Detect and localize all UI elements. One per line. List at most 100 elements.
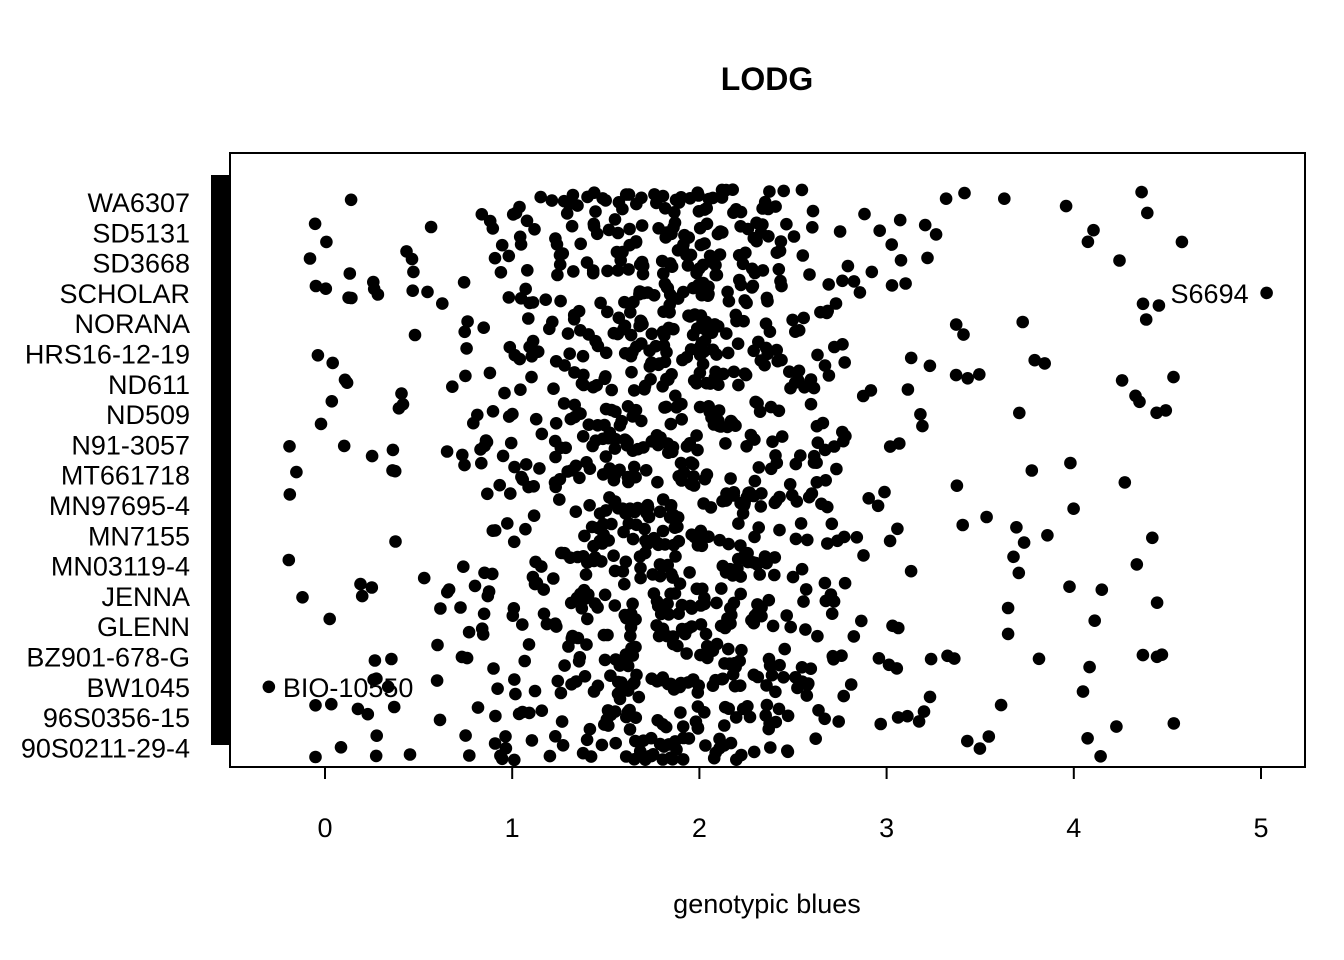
data-point xyxy=(732,378,745,392)
data-point xyxy=(699,315,713,329)
data-point xyxy=(499,730,512,743)
data-point xyxy=(632,690,646,704)
data-point xyxy=(431,638,444,652)
data-point xyxy=(624,349,638,363)
data-point xyxy=(521,264,534,277)
data-point xyxy=(797,595,810,608)
data-point xyxy=(519,282,532,296)
data-point xyxy=(734,587,747,601)
data-point xyxy=(747,745,761,759)
data-point xyxy=(337,439,351,453)
data-point xyxy=(623,723,637,736)
y-tick-label: GLENN xyxy=(97,612,190,642)
data-point xyxy=(591,419,604,432)
data-point xyxy=(973,742,987,755)
data-point xyxy=(569,459,583,473)
data-point xyxy=(772,404,786,418)
data-point xyxy=(430,674,444,687)
y-tick-label: JENNA xyxy=(101,582,190,612)
data-point xyxy=(602,719,615,732)
data-point xyxy=(949,368,963,382)
data-point xyxy=(553,473,567,486)
data-point xyxy=(1136,648,1150,662)
data-point xyxy=(841,259,855,273)
data-point xyxy=(722,537,735,551)
data-point xyxy=(743,486,756,499)
data-point xyxy=(803,268,816,281)
data-point xyxy=(781,709,795,723)
data-point xyxy=(529,555,542,569)
data-point xyxy=(769,200,782,213)
data-point xyxy=(675,413,688,426)
data-point xyxy=(575,377,589,390)
data-point xyxy=(837,689,850,703)
data-point xyxy=(580,256,594,269)
data-point xyxy=(612,311,626,325)
data-point xyxy=(549,417,563,430)
data-point xyxy=(638,379,652,393)
data-point xyxy=(744,428,758,442)
annotated-point xyxy=(1260,286,1273,300)
data-point xyxy=(645,749,658,763)
data-point xyxy=(596,468,610,481)
data-point xyxy=(440,445,454,458)
data-point xyxy=(850,531,864,544)
data-point xyxy=(658,329,671,342)
data-point xyxy=(338,373,352,387)
data-point xyxy=(775,430,789,443)
data-point xyxy=(703,405,717,419)
data-point xyxy=(599,346,613,360)
data-point xyxy=(433,713,447,727)
data-point xyxy=(630,340,643,354)
data-point xyxy=(795,562,809,576)
data-point xyxy=(755,609,768,623)
data-point xyxy=(643,344,656,358)
data-point xyxy=(629,236,643,249)
data-point xyxy=(586,439,599,453)
data-point xyxy=(634,561,647,575)
data-point xyxy=(555,546,568,560)
data-point xyxy=(629,711,643,724)
data-point xyxy=(488,524,502,537)
data-point xyxy=(661,558,674,572)
data-point xyxy=(630,668,643,682)
data-point xyxy=(785,488,799,502)
data-point xyxy=(534,190,547,204)
data-point xyxy=(514,238,528,251)
data-point xyxy=(789,457,803,471)
data-point xyxy=(573,471,586,485)
data-point xyxy=(685,602,699,615)
data-point xyxy=(784,620,797,634)
data-point xyxy=(756,218,769,231)
data-point xyxy=(562,640,575,653)
data-point xyxy=(756,202,769,215)
data-point xyxy=(712,404,726,417)
data-point xyxy=(656,524,670,538)
data-point xyxy=(718,719,731,732)
data-point xyxy=(786,313,799,327)
data-point xyxy=(837,434,850,448)
data-point xyxy=(718,657,731,670)
data-point xyxy=(594,296,607,310)
data-point xyxy=(576,349,590,363)
data-point xyxy=(894,253,908,267)
data-point xyxy=(677,466,691,479)
data-point xyxy=(601,704,615,717)
data-point xyxy=(724,472,737,485)
data-point xyxy=(771,354,784,368)
data-point xyxy=(468,579,482,593)
data-point xyxy=(476,628,490,641)
data-point xyxy=(326,356,340,370)
data-point xyxy=(522,480,535,494)
data-point xyxy=(645,672,658,685)
data-point xyxy=(676,720,690,733)
data-point xyxy=(720,327,733,340)
data-point xyxy=(626,532,640,546)
data-point xyxy=(396,398,410,411)
data-point xyxy=(899,277,912,290)
data-point xyxy=(695,539,709,553)
data-point xyxy=(703,249,717,263)
data-point xyxy=(609,736,622,750)
data-point xyxy=(666,753,679,766)
data-point xyxy=(611,264,625,277)
